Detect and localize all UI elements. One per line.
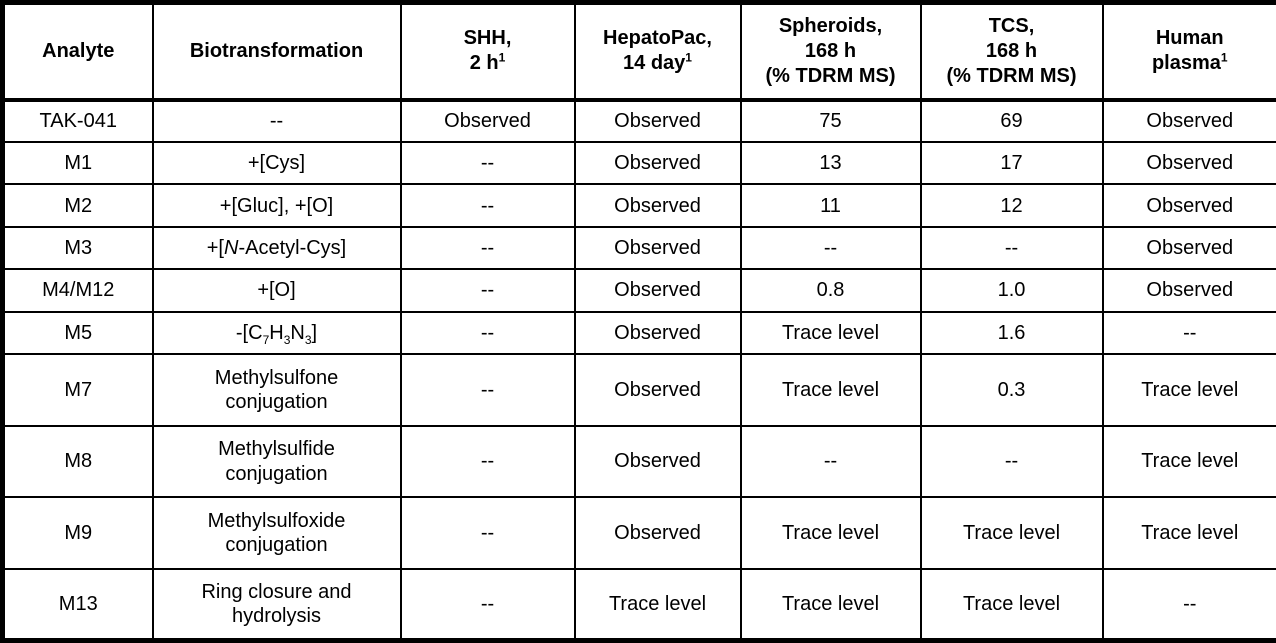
cell-tcs: Trace level [919, 567, 1104, 642]
cell-spheroids: 0.8 [739, 268, 922, 313]
cell-human-plasma: Observed [1101, 183, 1276, 228]
cell-shh: -- [399, 225, 576, 271]
cell-hepatopac: Observed [573, 98, 742, 143]
cell-human-plasma: Trace level [1101, 424, 1276, 499]
cell-human-plasma: Trace level [1101, 496, 1276, 570]
cell-shh: -- [399, 268, 576, 313]
cell-spheroids: Trace level [739, 353, 922, 427]
cell-tcs: Trace level [919, 496, 1104, 570]
cell-analyte: M5 [1, 310, 154, 356]
cell-hepatopac: Observed [573, 353, 742, 427]
cell-analyte: M9 [1, 496, 154, 570]
cell-human-plasma: -- [1101, 310, 1276, 356]
cell-biotransformation: -- [151, 98, 402, 143]
cell-spheroids: 75 [739, 98, 922, 143]
cell-hepatopac: Trace level [573, 567, 742, 642]
cell-tcs: 69 [919, 98, 1104, 143]
cell-shh: -- [399, 567, 576, 642]
cell-analyte: M8 [1, 424, 154, 499]
cell-tcs: 1.6 [919, 310, 1104, 356]
cell-human-plasma: Trace level [1101, 353, 1276, 427]
table-header: Analyte Biotransformation SHH, 2 h1 Hepat… [1, 1, 1276, 102]
col-header-biotransformation: Biotransformation [151, 1, 402, 102]
cell-spheroids: Trace level [739, 310, 922, 356]
col-header-spheroids: Spheroids, 168 h (% TDRM MS) [739, 1, 922, 102]
cell-tcs: 0.3 [919, 353, 1104, 427]
header-row: Analyte Biotransformation SHH, 2 h1 Hepat… [1, 1, 1276, 102]
cell-human-plasma: Observed [1101, 225, 1276, 271]
cell-biotransformation: Methylsulfone conjugation [151, 353, 402, 427]
cell-spheroids: 11 [739, 183, 922, 228]
cell-analyte: TAK-041 [1, 98, 154, 143]
cell-biotransformation: +[Cys] [151, 140, 402, 186]
cell-human-plasma: Observed [1101, 140, 1276, 186]
cell-spheroids: 13 [739, 140, 922, 186]
row-tak-041: TAK-041 -- Observed Observed 75 69 Obser… [1, 98, 1276, 143]
row-m13: M13 Ring closure and hydrolysis -- Trace … [1, 567, 1276, 642]
cell-biotransformation: Methylsulfide conjugation [151, 424, 402, 499]
cell-biotransformation: +[O] [151, 268, 402, 313]
col-header-hepatopac: HepatoPac, 14 day1 [573, 1, 742, 102]
cell-tcs: -- [919, 225, 1104, 271]
row-m9: M9 Methylsulfoxide conjugation -- Observe… [1, 496, 1276, 570]
cell-analyte: M2 [1, 183, 154, 228]
cell-biotransformation: -[C7H3N3] [151, 310, 402, 356]
row-m7: M7 Methylsulfone conjugation -- Observed … [1, 353, 1276, 427]
cell-spheroids: Trace level [739, 496, 922, 570]
row-m1: M1 +[Cys] -- Observed 13 17 Observed [1, 140, 1276, 186]
row-m2: M2 +[Gluc], +[O] -- Observed 11 12 Obser… [1, 183, 1276, 228]
cell-spheroids: -- [739, 225, 922, 271]
cell-hepatopac: Observed [573, 225, 742, 271]
cell-spheroids: -- [739, 424, 922, 499]
row-m8: M8 Methylsulfide conjugation -- Observed … [1, 424, 1276, 499]
cell-shh: -- [399, 496, 576, 570]
col-header-human-plasma: Human plasma1 [1101, 1, 1276, 102]
cell-shh: -- [399, 183, 576, 228]
row-m4-m12: M4/M12 +[O] -- Observed 0.8 1.0 Observed [1, 268, 1276, 313]
cell-spheroids: Trace level [739, 567, 922, 642]
cell-biotransformation: +[N-Acetyl-Cys] [151, 225, 402, 271]
cell-human-plasma: Observed [1101, 98, 1276, 143]
cell-tcs: 12 [919, 183, 1104, 228]
cell-tcs: -- [919, 424, 1104, 499]
cell-shh: -- [399, 310, 576, 356]
cell-analyte: M3 [1, 225, 154, 271]
cell-biotransformation: Methylsulfoxide conjugation [151, 496, 402, 570]
cell-analyte: M4/M12 [1, 268, 154, 313]
cell-analyte: M1 [1, 140, 154, 186]
cell-shh: -- [399, 140, 576, 186]
cell-biotransformation: Ring closure and hydrolysis [151, 567, 402, 642]
row-m3: M3 +[N-Acetyl-Cys] -- Observed -- -- Obs… [1, 225, 1276, 271]
table-body: TAK-041 -- Observed Observed 75 69 Obser… [1, 98, 1276, 642]
col-header-shh: SHH, 2 h1 [399, 1, 576, 102]
col-header-tcs: TCS, 168 h (% TDRM MS) [919, 1, 1104, 102]
cell-shh: Observed [399, 98, 576, 143]
col-header-analyte: Analyte [1, 1, 154, 102]
cell-human-plasma: Observed [1101, 268, 1276, 313]
cell-hepatopac: Observed [573, 183, 742, 228]
cell-biotransformation: +[Gluc], +[O] [151, 183, 402, 228]
cell-hepatopac: Observed [573, 424, 742, 499]
cell-human-plasma: -- [1101, 567, 1276, 642]
cell-analyte: M7 [1, 353, 154, 427]
cell-tcs: 17 [919, 140, 1104, 186]
cell-shh: -- [399, 353, 576, 427]
row-m5: M5 -[C7H3N3] -- Observed Trace level 1.6… [1, 310, 1276, 356]
cell-shh: -- [399, 424, 576, 499]
cell-analyte: M13 [1, 567, 154, 642]
cell-hepatopac: Observed [573, 140, 742, 186]
cell-hepatopac: Observed [573, 268, 742, 313]
cell-tcs: 1.0 [919, 268, 1104, 313]
cell-hepatopac: Observed [573, 496, 742, 570]
cell-hepatopac: Observed [573, 310, 742, 356]
